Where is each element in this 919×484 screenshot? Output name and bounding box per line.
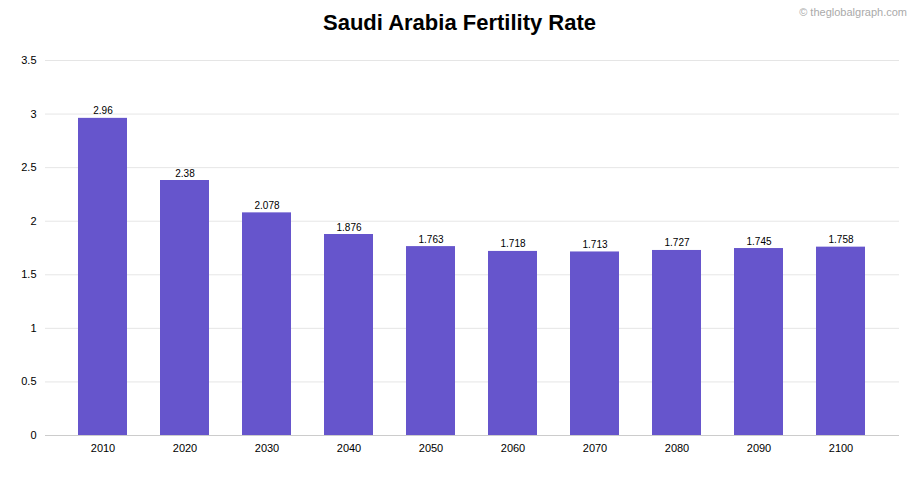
svg-text:1.713: 1.713 xyxy=(582,239,607,250)
html-text:Saudi Arabia Fertility Rate: Saudi Arabia Fertility Rate xyxy=(323,10,596,35)
svg-text:2070: 2070 xyxy=(583,442,607,454)
svg-text:1.758: 1.758 xyxy=(828,234,853,245)
svg-text:2010: 2010 xyxy=(91,442,115,454)
svg-text:2100: 2100 xyxy=(829,442,853,454)
svg-text:1.718: 1.718 xyxy=(500,238,525,249)
svg-text:2060: 2060 xyxy=(501,442,525,454)
svg-text:2030: 2030 xyxy=(255,442,279,454)
svg-text:0.5: 0.5 xyxy=(21,375,36,387)
svg-text:2: 2 xyxy=(30,215,36,227)
svg-text:2.96: 2.96 xyxy=(93,105,113,116)
svg-text:0: 0 xyxy=(30,429,36,441)
svg-text:1.727: 1.727 xyxy=(664,237,689,248)
svg-text:2080: 2080 xyxy=(665,442,689,454)
svg-text:1.763: 1.763 xyxy=(418,234,443,245)
html-text:© theglobalgraph.com: © theglobalgraph.com xyxy=(799,6,907,18)
svg-text:1.745: 1.745 xyxy=(746,236,771,247)
svg-text:2.078: 2.078 xyxy=(254,200,279,211)
svg-text:2090: 2090 xyxy=(747,442,771,454)
svg-text:1.876: 1.876 xyxy=(336,222,361,233)
svg-text:1: 1 xyxy=(30,322,36,334)
svg-text:2050: 2050 xyxy=(419,442,443,454)
svg-text:2040: 2040 xyxy=(337,442,361,454)
svg-text:1.5: 1.5 xyxy=(21,268,36,280)
svg-text:2020: 2020 xyxy=(173,442,197,454)
svg-text:2.38: 2.38 xyxy=(175,168,195,179)
svg-text:3.5: 3.5 xyxy=(21,54,36,66)
svg-text:2.5: 2.5 xyxy=(21,161,36,173)
svg-text:3: 3 xyxy=(30,108,36,120)
